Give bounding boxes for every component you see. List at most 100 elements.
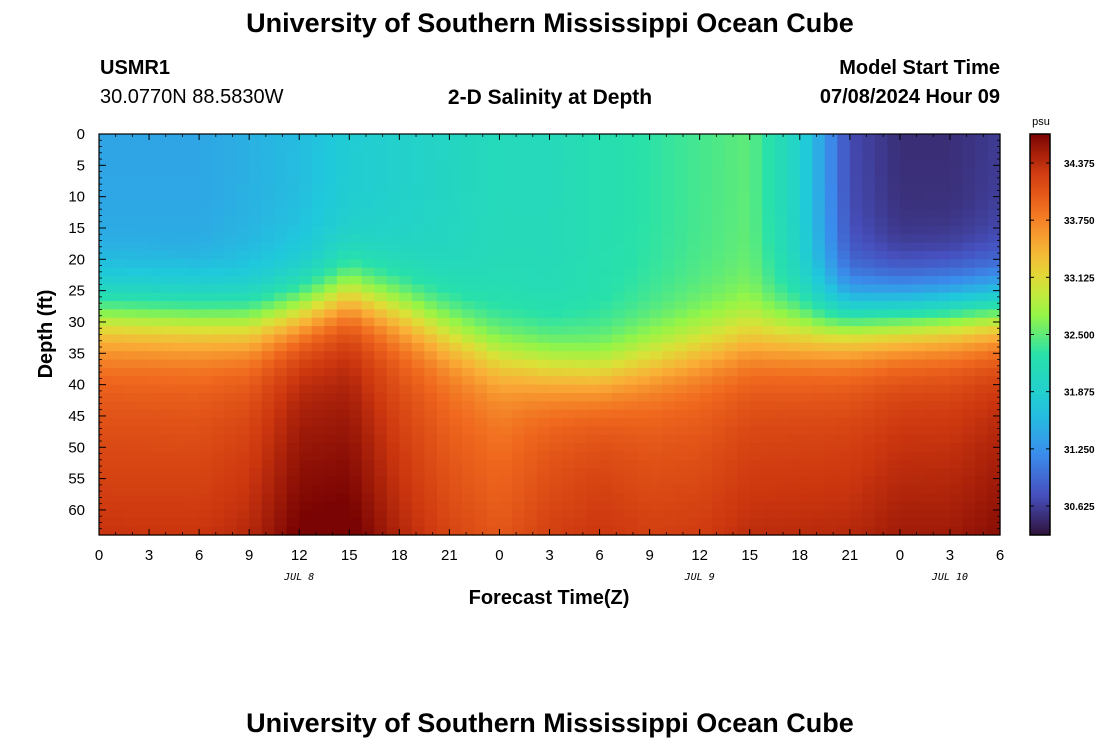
heatmap-cell (987, 142, 1001, 152)
heatmap-cell (849, 192, 863, 202)
heatmap-cell (624, 401, 638, 411)
heatmap-cell (536, 484, 551, 494)
heatmap-cell (124, 501, 138, 511)
heatmap-cell (286, 150, 300, 160)
heatmap-cell (274, 459, 288, 469)
heatmap-cell (624, 267, 638, 277)
heatmap-cell (674, 184, 688, 194)
heatmap-cell (724, 276, 738, 285)
heatmap-cell (649, 409, 663, 419)
heatmap-cell (637, 518, 651, 528)
heatmap-cell (474, 451, 488, 461)
heatmap-cell (136, 484, 150, 494)
heatmap-cell (962, 259, 976, 269)
heatmap-cell (937, 418, 951, 427)
heatmap-cell (436, 384, 450, 394)
heatmap-cell (874, 342, 888, 352)
heatmap-cell (161, 200, 175, 210)
heatmap-cell (724, 351, 738, 361)
heatmap-cell (199, 459, 213, 469)
heatmap-cell (399, 376, 413, 386)
heatmap-cell (374, 259, 388, 269)
heatmap-cell (562, 184, 576, 194)
heatmap-cell (511, 142, 526, 152)
heatmap-cell (136, 468, 150, 478)
heatmap-cell (111, 225, 125, 235)
heatmap-cell (637, 459, 651, 469)
heatmap-cell (99, 209, 113, 219)
heatmap-cell (286, 509, 300, 519)
heatmap-cell (124, 443, 138, 453)
heatmap-cell (486, 242, 501, 252)
heatmap-cell (762, 334, 776, 344)
heatmap-cell (386, 359, 400, 369)
heatmap-cell (724, 192, 738, 202)
heatmap-cell (124, 434, 138, 444)
heatmap-cell (649, 134, 663, 143)
heatmap-cell (949, 434, 964, 444)
heatmap-cell (824, 217, 838, 227)
heatmap-cell (211, 150, 225, 160)
heatmap-cell (174, 326, 188, 336)
heatmap-cell (799, 468, 813, 478)
heatmap-cell (862, 250, 876, 260)
heatmap-cell (124, 292, 138, 302)
heatmap-cell (436, 200, 450, 210)
heatmap-cell (99, 134, 113, 143)
heatmap-cell (574, 493, 588, 503)
heatmap-cell (662, 426, 676, 436)
heatmap-cell (587, 493, 601, 503)
heatmap-cell (574, 376, 588, 386)
heatmap-cell (949, 159, 964, 169)
heatmap-cell (712, 392, 726, 402)
heatmap-cell (474, 184, 488, 194)
heatmap-cell (111, 309, 125, 319)
heatmap-cell (236, 175, 250, 185)
heatmap-cell (712, 234, 726, 244)
heatmap-cell (874, 234, 888, 244)
heatmap-cell (762, 459, 776, 469)
heatmap-cell (749, 351, 763, 361)
heatmap-cell (787, 376, 801, 386)
heatmap-cell (599, 167, 613, 177)
heatmap-cell (824, 359, 838, 369)
heatmap-cell (511, 409, 526, 419)
heatmap-cell (787, 459, 801, 469)
heatmap-cell (887, 276, 901, 285)
heatmap-cell (299, 134, 313, 143)
heatmap-cell (161, 501, 175, 511)
heatmap-cell (837, 493, 851, 503)
heatmap-cell (324, 250, 338, 260)
heatmap-cell (762, 359, 776, 369)
heatmap-cell (649, 526, 663, 536)
y-tick-label: 15 (68, 220, 85, 237)
heatmap-cell (624, 159, 638, 169)
heatmap-cell (524, 359, 538, 369)
heatmap-cell (562, 426, 576, 436)
heatmap-cell (587, 351, 601, 361)
heatmap-cell (849, 518, 863, 528)
heatmap-cell (424, 443, 438, 453)
heatmap-cell (111, 134, 125, 143)
heatmap-cell (862, 234, 876, 244)
heatmap-cell (674, 317, 688, 327)
heatmap-cell (311, 292, 325, 302)
heatmap-cell (474, 493, 488, 503)
heatmap-cell (399, 384, 413, 394)
heatmap-cell (899, 184, 913, 194)
heatmap-cell (486, 259, 501, 269)
heatmap-cell (424, 493, 438, 503)
heatmap-cell (411, 476, 425, 486)
heatmap-cell (874, 309, 888, 319)
heatmap-cell (311, 351, 325, 361)
heatmap-cell (987, 476, 1001, 486)
heatmap-cell (674, 292, 688, 302)
heatmap-cell (99, 284, 113, 294)
heatmap-cell (949, 209, 964, 219)
heatmap-cell (149, 484, 163, 494)
heatmap-cell (962, 484, 976, 494)
heatmap-cell (912, 276, 926, 285)
heatmap-cell (562, 409, 576, 419)
heatmap-cell (399, 209, 413, 219)
heatmap-cell (874, 443, 888, 453)
